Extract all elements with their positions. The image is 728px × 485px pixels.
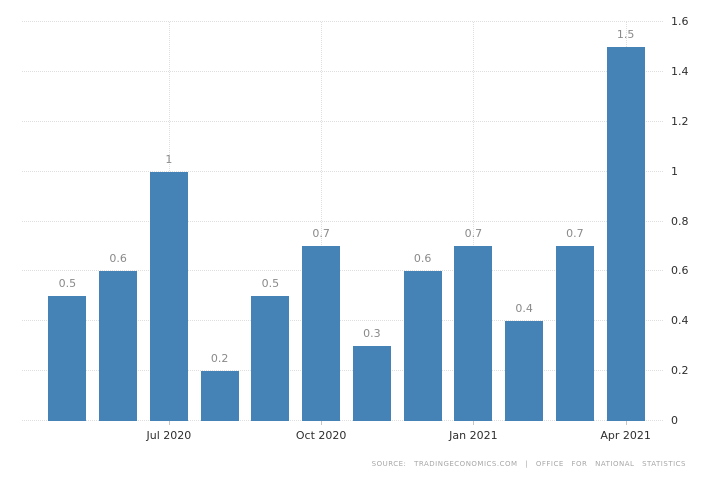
plot-area: 0.5 0.6 Jul 2020 1 0.2 0.5 Oct 2020 0.7 0.3 0.6 Ja… bbox=[22, 21, 663, 442]
horizontal-gridline bbox=[22, 220, 663, 222]
horizontal-gridline bbox=[22, 420, 663, 421]
bar-value-label: 1 bbox=[165, 152, 173, 166]
x-axis-tick bbox=[321, 421, 323, 425]
bar-slot: 0.6 bbox=[397, 22, 448, 421]
bar-slot: 0.5 bbox=[245, 22, 296, 421]
horizontal-gridline bbox=[22, 270, 663, 272]
horizontal-gridline bbox=[22, 370, 663, 372]
bar-value-label: 0.6 bbox=[413, 252, 432, 266]
y-tick-label: 1.4 bbox=[671, 64, 689, 78]
horizontal-gridline bbox=[22, 320, 663, 322]
bar[interactable] bbox=[352, 346, 391, 421]
horizontal-gridlines bbox=[22, 21, 663, 421]
x-axis-tick bbox=[473, 421, 475, 425]
bar-slot: 0.4 bbox=[499, 22, 550, 421]
bar-slot: 0.5 bbox=[42, 22, 93, 421]
bar-value-label: 0.7 bbox=[464, 227, 483, 241]
source-note: SOURCE: TRADINGECONOMICS.COM | OFFICE FO… bbox=[371, 460, 686, 468]
y-tick-label: 1.2 bbox=[671, 114, 689, 128]
bar-value-label: 0.5 bbox=[58, 277, 77, 291]
y-tick-label: 1 bbox=[671, 164, 678, 178]
bar[interactable] bbox=[555, 246, 594, 421]
y-axis: 0 0.2 0.4 0.6 0.8 1 1.2 1.4 1.6 bbox=[671, 15, 725, 427]
bar-slot: Oct 2020 0.7 bbox=[296, 22, 347, 442]
bar-value-label: 0.5 bbox=[261, 277, 280, 291]
y-tick-label: 0.8 bbox=[671, 214, 689, 228]
vertical-gridline bbox=[321, 22, 323, 421]
bar-value-label: 1.5 bbox=[616, 27, 635, 41]
bar-value-label: 0.2 bbox=[210, 352, 229, 366]
x-tick-label: Jan 2021 bbox=[449, 429, 498, 442]
bar[interactable] bbox=[505, 321, 544, 421]
bar-value-label: 0.7 bbox=[566, 227, 584, 241]
horizontal-gridline bbox=[22, 70, 663, 72]
bar-slot: 0.6 bbox=[93, 22, 144, 421]
bar-slot: 0.7 bbox=[550, 22, 601, 421]
horizontal-gridline bbox=[22, 21, 663, 22]
bar-slot: 0.2 bbox=[194, 22, 245, 421]
bar-value-label: 0.3 bbox=[363, 327, 381, 341]
y-tick-label: 1.6 bbox=[671, 15, 689, 28]
bar-value-label: 0.6 bbox=[109, 252, 127, 266]
x-axis-tick bbox=[625, 421, 627, 425]
y-tick-label: 0.6 bbox=[671, 264, 689, 278]
bar[interactable] bbox=[302, 246, 341, 421]
x-axis-tick bbox=[168, 421, 170, 425]
x-tick-label: Apr 2021 bbox=[600, 429, 651, 442]
bar[interactable] bbox=[200, 371, 239, 421]
bars-container: 0.5 0.6 Jul 2020 1 0.2 0.5 Oct 2020 0.7 0.3 0.6 Ja… bbox=[22, 22, 663, 442]
bar[interactable] bbox=[99, 271, 138, 421]
bar-slot: Apr 2021 1.5 bbox=[600, 22, 651, 442]
horizontal-gridline bbox=[22, 120, 663, 122]
vertical-gridline bbox=[473, 22, 475, 421]
bar-slot: Jul 2020 1 bbox=[144, 22, 195, 442]
y-tick-label: 0 bbox=[671, 414, 678, 427]
bar-slot: Jan 2021 0.7 bbox=[448, 22, 499, 442]
horizontal-gridline bbox=[22, 170, 663, 172]
bar[interactable] bbox=[403, 271, 442, 421]
bar-value-label: 0.7 bbox=[312, 227, 330, 241]
bar-slot: 0.3 bbox=[347, 22, 398, 421]
y-tick-label: 0.4 bbox=[671, 314, 689, 328]
bar[interactable] bbox=[454, 246, 493, 421]
x-tick-label: Jul 2020 bbox=[146, 429, 192, 442]
y-tick-label: 0.2 bbox=[671, 364, 689, 378]
x-tick-label: Oct 2020 bbox=[295, 429, 347, 442]
bar[interactable] bbox=[149, 171, 188, 421]
bar[interactable] bbox=[48, 296, 87, 421]
bar[interactable] bbox=[251, 296, 290, 421]
bar[interactable] bbox=[606, 46, 645, 421]
bar-value-label: 0.4 bbox=[515, 302, 533, 316]
